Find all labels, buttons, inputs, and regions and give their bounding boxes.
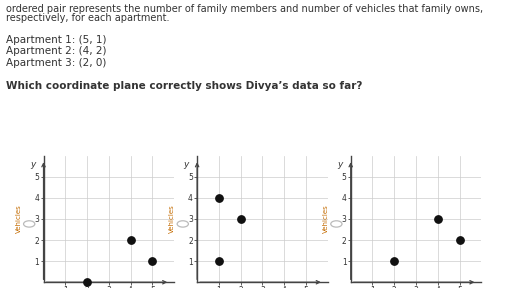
Text: y: y bbox=[337, 160, 343, 169]
Text: Apartment 3: (2, 0): Apartment 3: (2, 0) bbox=[6, 58, 106, 68]
Point bbox=[83, 280, 91, 285]
Point bbox=[126, 238, 135, 242]
Text: y: y bbox=[183, 160, 189, 169]
Point bbox=[215, 259, 223, 264]
Text: y: y bbox=[30, 160, 35, 169]
Text: ordered pair represents the number of family members and number of vehicles that: ordered pair represents the number of fa… bbox=[6, 4, 483, 14]
Point bbox=[390, 259, 398, 264]
Text: Apartment 2: (4, 2): Apartment 2: (4, 2) bbox=[6, 46, 106, 56]
Text: Which coordinate plane correctly shows Divya’s data so far?: Which coordinate plane correctly shows D… bbox=[6, 81, 362, 91]
Point bbox=[456, 238, 464, 242]
Point bbox=[237, 217, 245, 221]
Text: Vehicles: Vehicles bbox=[323, 204, 329, 233]
Text: respectively, for each apartment.: respectively, for each apartment. bbox=[6, 13, 169, 23]
Point bbox=[148, 259, 157, 264]
Point bbox=[434, 217, 442, 221]
Point bbox=[215, 196, 223, 200]
Text: Vehicles: Vehicles bbox=[169, 204, 175, 233]
Text: Vehicles: Vehicles bbox=[15, 204, 22, 233]
Text: Apartment 1: (5, 1): Apartment 1: (5, 1) bbox=[6, 35, 106, 45]
